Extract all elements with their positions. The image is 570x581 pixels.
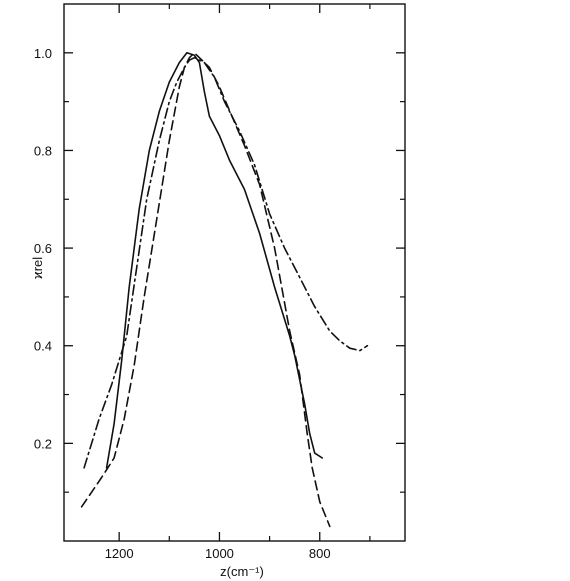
y-axis-title: ϰrel [30,257,45,279]
y-tick-label: 0.2 [34,436,52,451]
series-line-solid [105,52,324,469]
x-tick-label: 800 [309,546,331,561]
axis-tick-labels: 0.2 0.4 0.6 0.8 1.0 1200 1000 800 [34,46,331,561]
y-tick-label: 0.8 [34,143,52,158]
axis-ticks [64,4,405,541]
x-tick-label: 1200 [105,546,134,561]
x-axis-title: z(cm⁻¹) [220,564,264,579]
y-tick-label: 1.0 [34,46,52,61]
x-tick-label: 1000 [205,546,234,561]
y-tick-label: 0.4 [34,339,52,354]
plot-frame [63,3,406,542]
y-tick-label: 0.6 [34,241,52,256]
series-line-dashed [80,52,331,528]
series-layer [80,52,369,528]
series-line-dash-dot [83,56,369,469]
